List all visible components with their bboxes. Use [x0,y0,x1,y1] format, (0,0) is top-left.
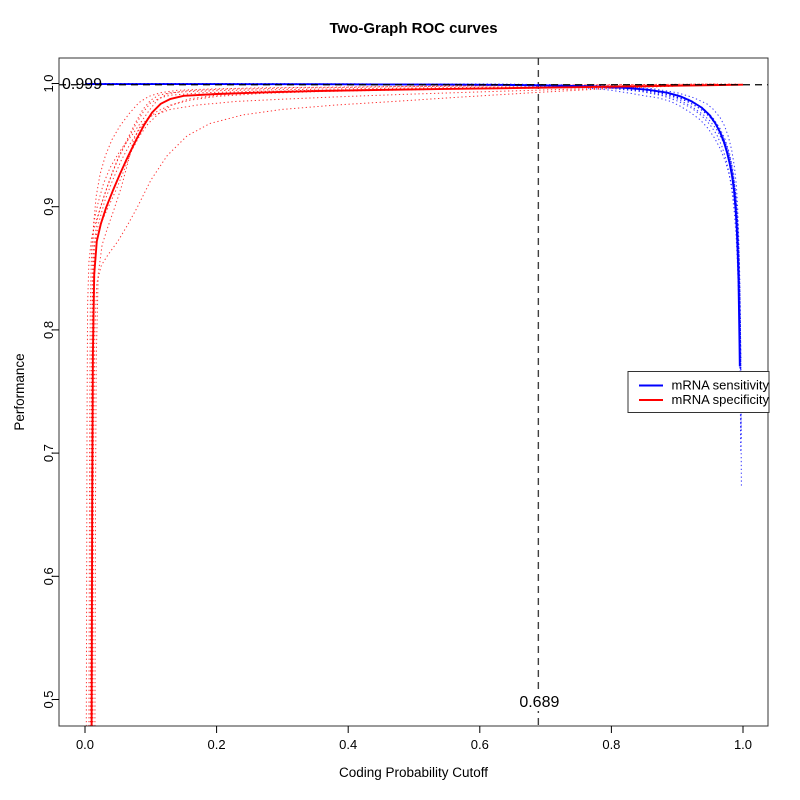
y-tick-label: 0.8 [41,321,56,339]
x-tick-label: 0.8 [602,737,620,752]
legend-box [627,371,770,413]
specificity-replicate-line-0 [85,84,730,726]
sensitivity-mean-line [85,83,741,367]
hline-value-label: 0.999 [62,76,102,93]
x-tick-label: 0.2 [208,737,226,752]
y-tick-label: 1.0 [41,74,56,92]
y-tick-label: 0.7 [41,444,56,462]
sensitivity-replicate-line-6 [84,83,742,361]
specificity-replicate-line-6 [90,83,717,726]
sensitivity-replicate-line-3 [84,83,742,398]
reference-annotation-layer: 0.999 0.689 [59,76,768,711]
x-tick-label: 0.0 [76,737,94,752]
vline-value-label: 0.689 [519,694,559,711]
legend-entry-label: mRNA specificity [672,392,770,407]
x-tick-label: 0.4 [339,737,357,752]
vline-label-backing [511,691,566,711]
y-tick-label: 0.6 [41,567,56,585]
sensitivity-replicate-line-1 [84,83,742,488]
x-axis-label: Coding Probability Cutoff [339,765,488,780]
x-tick-label: 1.0 [734,737,752,752]
chart-title: Two-Graph ROC curves [329,20,497,37]
specificity-mean-line [90,83,744,726]
y-tick-label: 0.9 [41,198,56,216]
curves-layer [84,83,744,726]
x-tick-label: 0.6 [471,737,489,752]
y-tick-label: 0.5 [41,690,56,708]
y-axis-label: Performance [12,353,27,430]
sensitivity-replicate-line-7 [84,83,741,380]
sensitivity-replicate-line-4 [84,83,742,411]
specificity-replicate-line-2 [89,84,717,726]
legend-entry-label: mRNA sensitivity [672,378,770,393]
